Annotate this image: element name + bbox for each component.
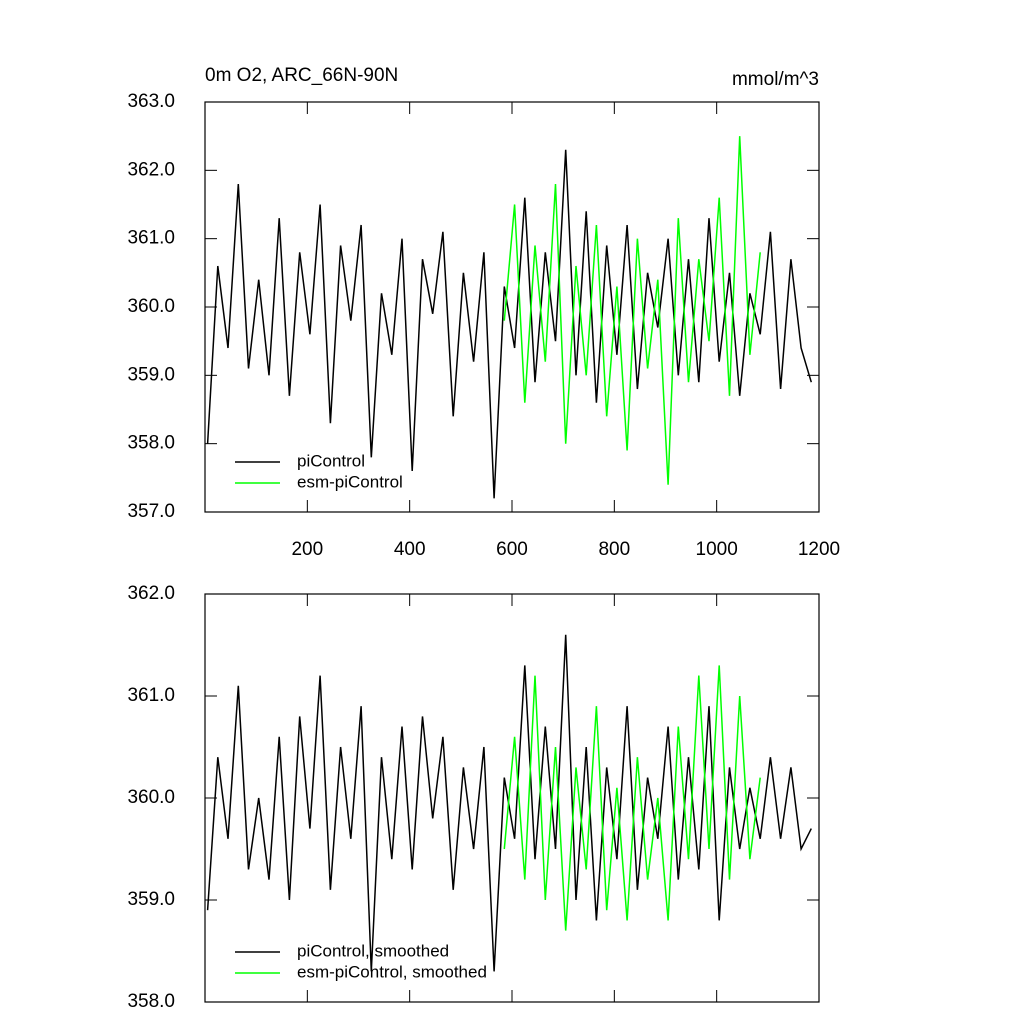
y-tick-label: 360.0 [127,787,175,808]
y-tick-label: 358.0 [127,991,175,1012]
legend-label: piControl [297,451,365,470]
x-tick-label: 400 [394,539,426,560]
x-tick-label: 800 [598,539,630,560]
x-tick-label: 1000 [696,539,738,560]
y-tick-label: 360.0 [127,296,175,317]
series-line [206,149,813,499]
x-tick-label: 600 [496,539,528,560]
series-line [503,665,761,931]
y-tick-label: 362.0 [127,583,175,604]
chart-title: 0m O2, ARC_66N-90N [205,65,398,86]
x-tick-label: 200 [291,539,323,560]
y-tick-label: 363.0 [127,91,175,112]
y-tick-label: 361.0 [127,228,175,249]
y-tick-label: 359.0 [127,364,175,385]
y-tick-label: 362.0 [127,159,175,180]
legend-label: esm-piControl [297,472,403,491]
x-tick-label: 1200 [798,539,840,560]
series-line [503,136,761,485]
units-label: mmol/m^3 [732,69,819,90]
legend-label: esm-piControl, smoothed [297,962,487,981]
y-tick-label: 357.0 [127,501,175,522]
y-tick-label: 359.0 [127,889,175,910]
y-tick-label: 361.0 [127,685,175,706]
legend-label: piControl, smoothed [297,941,449,960]
y-tick-label: 358.0 [127,433,175,454]
series-line [206,634,812,972]
